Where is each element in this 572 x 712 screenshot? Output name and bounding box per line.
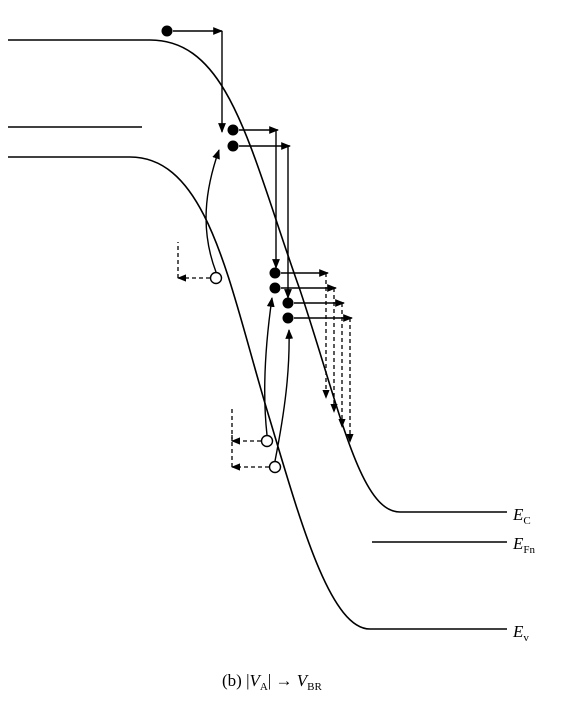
electron-1: [161, 25, 173, 37]
fermi-level-label: EFn: [512, 534, 536, 556]
electron-7: [282, 312, 294, 324]
impact-ionization-loop: [205, 149, 220, 273]
electron-6: [282, 297, 294, 309]
electron-3: [227, 140, 239, 152]
electron-2: [227, 124, 239, 136]
hole-2: [260, 434, 274, 448]
valence-band-label: Ev: [512, 622, 529, 644]
conduction-band-edge: [8, 39, 507, 513]
hole-1: [209, 271, 223, 285]
electron-4: [269, 267, 281, 279]
figure-caption: (b) |VA| → VBR: [222, 671, 322, 693]
conduction-band-label: EC: [512, 505, 531, 527]
electron-5: [269, 282, 281, 294]
impact-ionization-loop: [264, 297, 275, 436]
hole-3: [268, 460, 282, 474]
valence-band-edge: [8, 156, 507, 630]
impact-ionization-loop: [274, 329, 294, 462]
